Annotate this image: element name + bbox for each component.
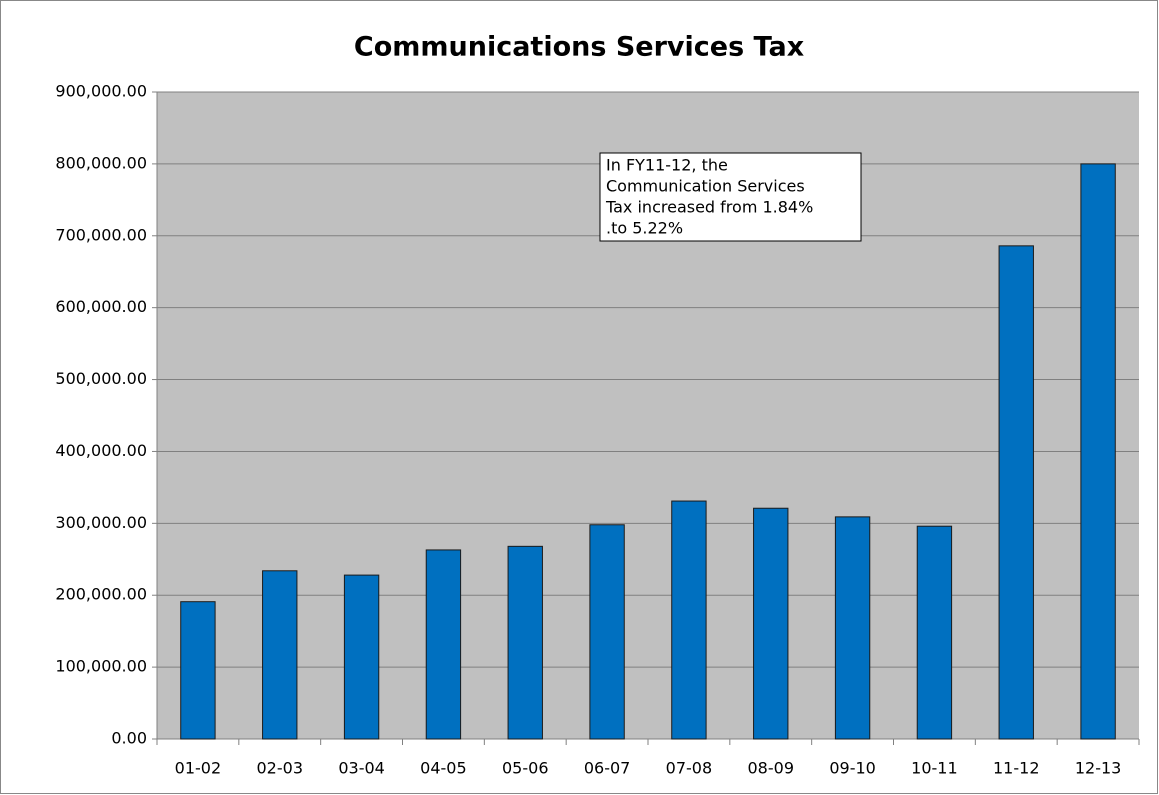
annotation-text: In FY11-12, the	[606, 156, 728, 175]
annotation-box	[599, 152, 862, 242]
bar	[262, 570, 298, 740]
y-tick-label: 0.00	[111, 729, 147, 748]
bar	[425, 549, 462, 740]
x-tick-label: 12-13	[1075, 759, 1122, 778]
y-tick-label: 500,000.00	[55, 369, 147, 388]
x-tick-label: 10-11	[911, 759, 958, 778]
bar	[507, 545, 543, 740]
y-tick-label: 700,000.00	[55, 225, 147, 244]
bar	[834, 516, 871, 740]
x-tick-label: 11-12	[993, 759, 1040, 778]
chart-title: Communications Services Tax	[354, 32, 804, 63]
x-tick-label: 09-10	[829, 759, 876, 778]
bar	[343, 574, 380, 740]
x-tick-label: 06-07	[584, 759, 631, 778]
x-tick-label: 07-08	[666, 759, 713, 778]
x-tick-label: 02-03	[257, 759, 304, 778]
y-tick-label: 600,000.00	[55, 297, 147, 316]
x-tick-label: 05-06	[502, 759, 549, 778]
annotation-text: .to 5.22%	[606, 219, 683, 238]
x-tick-label: 01-02	[175, 759, 222, 778]
y-tick-label: 900,000.00	[55, 82, 147, 101]
x-tick-label: 03-04	[338, 759, 385, 778]
x-tick-label: 04-05	[420, 759, 467, 778]
y-tick-label: 100,000.00	[55, 657, 147, 676]
y-tick-label: 200,000.00	[55, 585, 147, 604]
y-tick-label: 800,000.00	[55, 153, 147, 172]
bar	[180, 601, 216, 740]
annotation-text: Communication Services	[606, 177, 805, 196]
bar	[916, 525, 953, 740]
bar	[998, 245, 1034, 740]
y-tick-label: 400,000.00	[55, 441, 147, 460]
x-tick-label: 08-09	[748, 759, 795, 778]
annotation-text: Tax increased from 1.84%	[605, 198, 813, 217]
bar	[671, 500, 707, 740]
bar	[589, 524, 625, 740]
y-tick-label: 300,000.00	[55, 513, 147, 532]
bar	[753, 507, 789, 740]
bar	[1080, 163, 1116, 740]
